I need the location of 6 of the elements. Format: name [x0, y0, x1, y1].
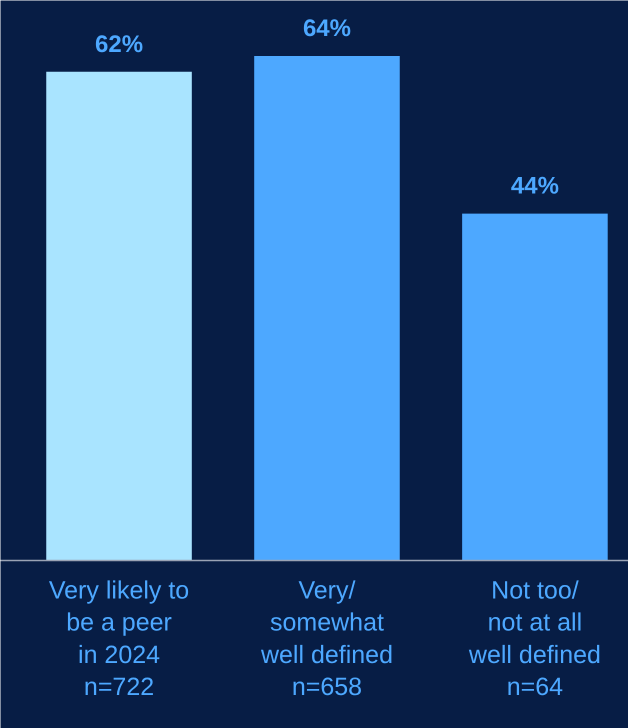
x-tick-label: Very likely to be a peer in 2024 n=722: [48, 576, 190, 702]
x-tick-label: Very/ somewhat well defined n=658: [260, 576, 393, 702]
data-label: 44%: [510, 172, 559, 200]
x-tick-label: Not too/ not at all well defined n=64: [468, 576, 601, 702]
data-label: 64%: [302, 14, 352, 42]
data-label: 62%: [95, 30, 144, 58]
